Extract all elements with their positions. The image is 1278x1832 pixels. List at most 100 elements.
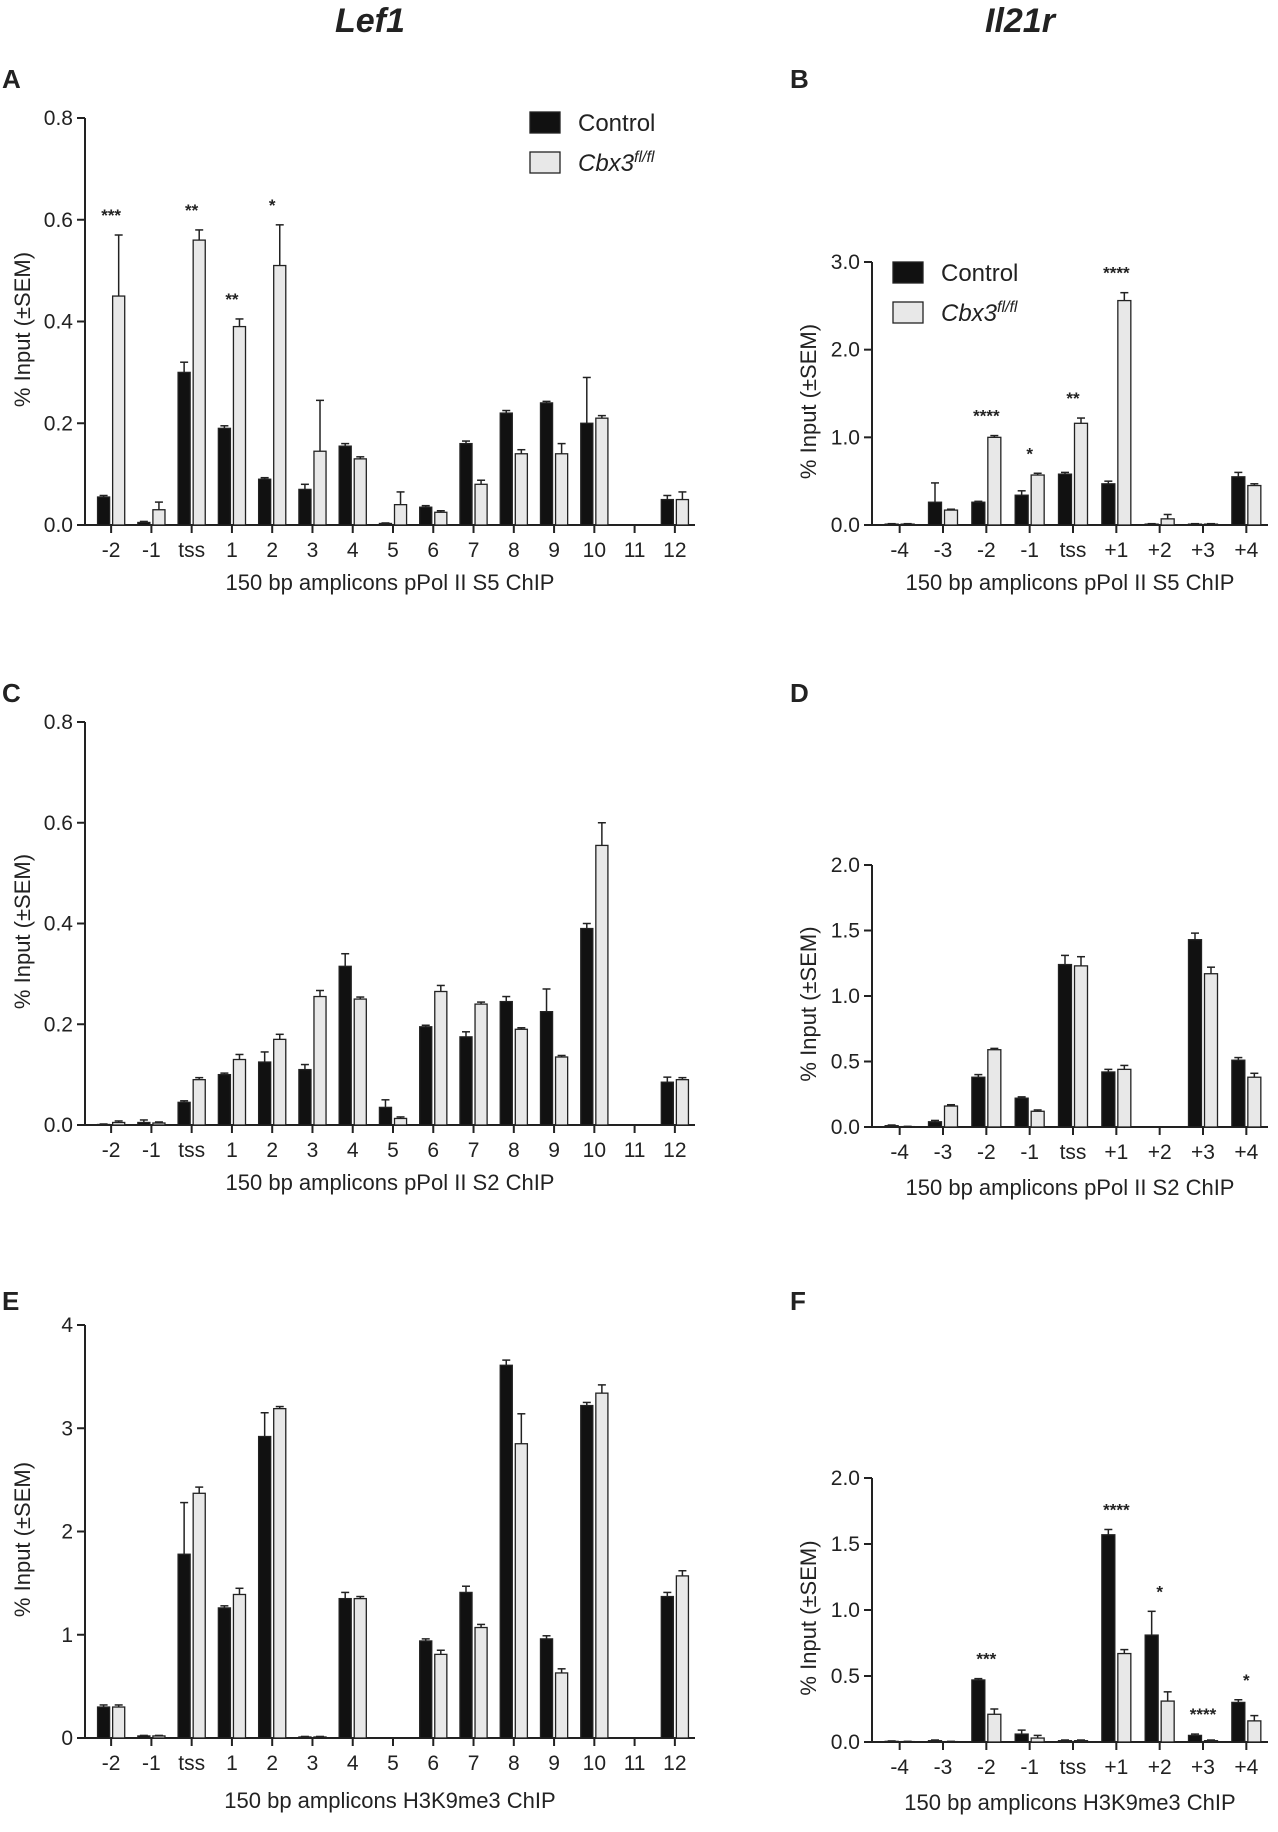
bar-cbx3	[353, 458, 367, 526]
x-tick-label: -3	[934, 1141, 953, 1164]
bar-cbx3	[434, 990, 448, 1126]
y-tick-label: 0.2	[44, 412, 73, 435]
y-axis-label: % Input (±SEM)	[796, 926, 821, 1081]
significance-marker: **	[185, 201, 199, 220]
bar-cbx3	[987, 436, 1002, 526]
x-tick-label: +2	[1148, 1756, 1172, 1779]
bar-cbx3	[353, 998, 367, 1126]
y-tick-label: 0.6	[44, 812, 73, 835]
x-tick-label: 8	[508, 1139, 520, 1162]
panel-c: C0.00.20.40.60.8-2 -1 tss 1 2 3 4 5 6 7 8 9 10 11 12% …	[2, 678, 695, 1195]
bar-control	[499, 1000, 513, 1126]
x-tick-label: 4	[347, 1139, 359, 1162]
x-tick-label: 9	[548, 539, 560, 562]
bar-control	[1231, 1059, 1246, 1128]
x-tick-label: -4	[890, 539, 909, 562]
x-tick-label: -4	[890, 1141, 909, 1164]
x-tick-label: 11	[624, 539, 646, 562]
bar-cbx3	[313, 450, 327, 526]
x-tick-label: 1	[226, 1139, 238, 1162]
bar-cbx3	[434, 1653, 448, 1739]
x-tick-label: 12	[663, 1139, 686, 1162]
bar-control	[459, 1591, 473, 1739]
y-tick-label: 0.2	[44, 1013, 73, 1036]
bar-cbx3	[434, 511, 448, 526]
bar-control	[459, 1036, 473, 1126]
x-tick-label: 11	[624, 1752, 646, 1775]
x-tick-label: +4	[1234, 1141, 1258, 1164]
bar-control	[927, 1740, 943, 1743]
bar-control	[1057, 963, 1073, 1128]
bar-cbx3	[393, 1117, 408, 1126]
bar-control	[137, 1121, 151, 1126]
bar-cbx3	[1203, 973, 1219, 1128]
bar-control	[96, 1706, 111, 1739]
x-tick-label: tss	[178, 1752, 205, 1775]
y-tick-label: 1	[61, 1624, 73, 1647]
bar-cbx3	[514, 1443, 529, 1739]
bar-cbx3	[1030, 1110, 1045, 1128]
x-tick-label: -2	[102, 1752, 121, 1775]
x-axis-label: 150 bp amplicons pPol II S5 ChIP	[226, 570, 555, 595]
x-tick-label: 2	[266, 1752, 278, 1775]
y-tick-label: 3.0	[831, 251, 860, 274]
bar-control	[137, 1735, 151, 1739]
x-tick-label: +3	[1191, 539, 1215, 562]
y-tick-label: 1.0	[831, 1599, 860, 1622]
bar-control	[338, 445, 352, 526]
bar-cbx3	[675, 498, 690, 526]
x-tick-label: 3	[307, 539, 319, 562]
legend-superscript: fl/fl	[634, 149, 655, 166]
panel-letter: E	[2, 1286, 19, 1316]
bar-cbx3	[554, 453, 569, 526]
bar-cbx3	[675, 1079, 690, 1126]
x-tick-label: 9	[548, 1139, 560, 1162]
legend: Control Cbx3fl/fl	[529, 110, 655, 177]
bar-cbx3	[232, 1593, 247, 1739]
bar-control	[971, 1076, 986, 1128]
panel-letter: B	[790, 64, 809, 94]
bar-control	[257, 478, 272, 526]
x-tick-label: tss	[1060, 539, 1087, 562]
x-tick-label: tss	[1060, 1141, 1087, 1164]
x-tick-label: 4	[347, 539, 359, 562]
y-tick-label: 0.0	[831, 1116, 860, 1139]
bar-control	[1014, 1097, 1029, 1128]
y-tick-label: 0.5	[831, 1051, 860, 1074]
bar-cbx3	[1117, 1068, 1132, 1128]
bar-cbx3	[1030, 474, 1045, 526]
x-tick-label: 10	[583, 1139, 606, 1162]
bar-control	[1014, 494, 1029, 526]
y-tick-label: 1.0	[831, 985, 860, 1008]
bar-control	[419, 1026, 433, 1126]
bar-cbx3	[353, 1597, 367, 1739]
bar-control	[971, 1679, 986, 1743]
legend-label-cbx3: Cbx3fl/fl	[941, 299, 1018, 327]
x-tick-label: 2	[266, 539, 278, 562]
bar-control	[660, 1081, 675, 1126]
bar-cbx3	[1117, 1652, 1132, 1743]
bar-control	[1101, 1071, 1116, 1128]
bar-control	[217, 1073, 232, 1126]
right-column-title: Il21r	[985, 2, 1055, 40]
panel-letter: C	[2, 678, 21, 708]
x-tick-label: +4	[1234, 539, 1258, 562]
significance-marker: ****	[1190, 1705, 1217, 1724]
x-tick-label: 1	[226, 539, 238, 562]
y-tick-label: 4	[61, 1314, 73, 1337]
bar-control	[1101, 483, 1116, 526]
panel-letter: A	[2, 64, 21, 94]
significance-marker: **	[225, 290, 239, 309]
bar-control	[298, 1068, 312, 1126]
x-tick-label: tss	[1060, 1756, 1087, 1779]
x-tick-label: 6	[427, 1752, 439, 1775]
bar-cbx3	[514, 453, 529, 526]
bar-control	[96, 496, 111, 526]
y-tick-label: 0	[61, 1727, 73, 1750]
bar-control	[217, 427, 232, 526]
left-column-title: Lef1	[335, 2, 405, 40]
bar-control	[419, 506, 433, 526]
bar-cbx3	[152, 1122, 166, 1126]
bar-control	[539, 402, 554, 526]
